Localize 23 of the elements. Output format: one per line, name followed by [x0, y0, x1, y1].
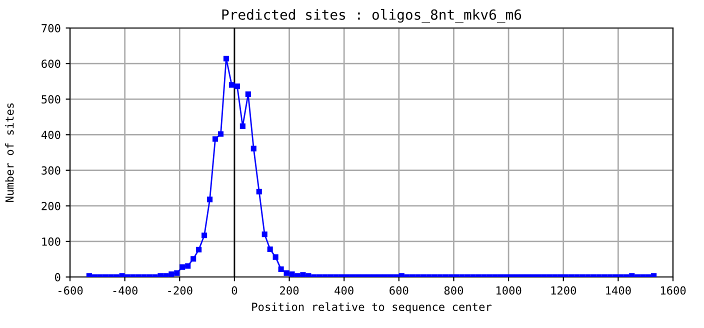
y-tick-label: 500: [42, 95, 60, 104]
x-tick-label: 1400: [606, 286, 631, 295]
y-axis-title: Number of sites: [5, 103, 14, 202]
x-tick-label: 400: [334, 286, 354, 295]
x-tick-label: 1000: [496, 286, 522, 295]
x-tick-label: 1600: [660, 286, 686, 295]
x-tick-label: -400: [113, 286, 138, 295]
y-tick-label: 600: [42, 60, 60, 68]
y-tick-label: 100: [42, 237, 60, 246]
chart-title: Predicted sites : oligos_8nt_mkv6_m6: [222, 9, 522, 23]
y-tick-label: 0: [55, 273, 60, 282]
y-tick-label: 200: [42, 202, 60, 210]
y-tick-label: 300: [42, 166, 60, 175]
x-tick-label: -200: [168, 286, 192, 295]
x-tick-label: 600: [390, 286, 408, 295]
x-tick-label: 0: [232, 286, 238, 295]
x-tick-label: -600: [58, 286, 83, 295]
x-tick-label: 800: [444, 286, 464, 295]
y-tick-label: 400: [41, 130, 60, 140]
x-tick-label: 200: [280, 286, 299, 295]
y-tick-label: 700: [42, 24, 60, 32]
x-axis-title: Position relative to sequence center: [252, 302, 492, 314]
x-tick-label: 1200: [551, 286, 576, 295]
